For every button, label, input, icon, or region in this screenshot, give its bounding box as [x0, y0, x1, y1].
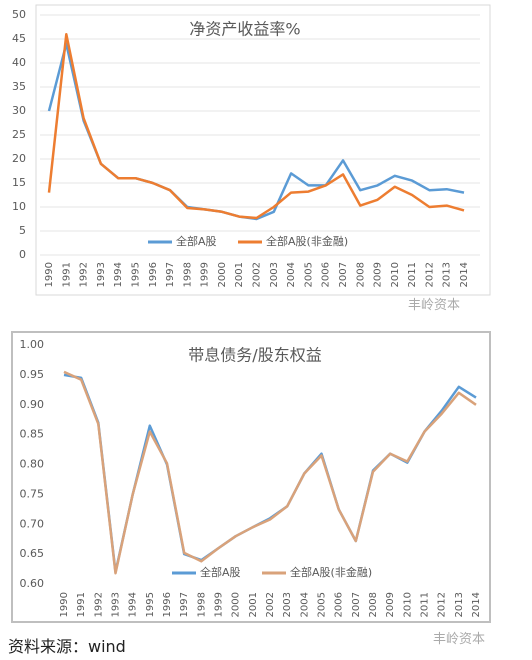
x-tick-label: 2012 — [424, 262, 435, 287]
y-tick-label: 0.60 — [20, 577, 45, 590]
x-tick-label: 1992 — [79, 262, 90, 287]
x-tick-label: 2010 — [390, 262, 401, 287]
chart-frame — [35, 4, 491, 296]
y-tick-label: 30 — [12, 104, 26, 117]
x-tick-label: 1996 — [148, 262, 159, 287]
watermark: 丰岭资本 — [408, 298, 461, 313]
y-tick-label: 0.85 — [20, 428, 45, 441]
series-line — [47, 42, 465, 221]
source-note: 资料来源：wind — [8, 637, 126, 656]
x-tick-label: 2006 — [321, 262, 332, 287]
x-tick-label: 2013 — [454, 592, 465, 617]
x-tick-label: 1996 — [162, 592, 173, 617]
x-tick-label: 1990 — [44, 262, 55, 287]
x-tick-label: 2010 — [402, 592, 413, 617]
x-tick-label: 1994 — [113, 262, 124, 287]
y-tick-label: 25 — [12, 128, 26, 141]
x-tick-label: 2009 — [385, 592, 396, 617]
x-tick-label: 2001 — [234, 262, 245, 287]
x-tick-label: 1993 — [96, 262, 107, 287]
chart-frame — [11, 331, 491, 623]
y-tick-label: 5 — [19, 224, 26, 237]
y-tick-label: 0 — [19, 248, 26, 261]
x-tick-label: 2009 — [373, 262, 384, 287]
x-tick-label: 2014 — [459, 262, 470, 287]
legend-label: 全部A股(非金融) — [266, 234, 348, 248]
x-tick-label: 2004 — [299, 592, 310, 617]
chart-title: 带息债务/股东权益 — [188, 346, 321, 365]
x-tick-label: 2008 — [355, 262, 366, 287]
x-tick-label: 2008 — [368, 592, 379, 617]
x-tick-label: 2001 — [248, 592, 259, 617]
x-tick-label: 1998 — [182, 262, 193, 287]
x-tick-label: 2012 — [437, 592, 448, 617]
x-tick-label: 1993 — [111, 592, 122, 617]
x-tick-label: 1994 — [128, 592, 139, 617]
x-tick-label: 2013 — [442, 262, 453, 287]
legend-label: 全部A股(非金融) — [290, 565, 372, 579]
x-tick-label: 2007 — [351, 592, 362, 617]
y-tick-label: 45 — [12, 32, 26, 45]
x-tick-label: 1999 — [214, 592, 225, 617]
x-tick-label: 2003 — [282, 592, 293, 617]
y-tick-label: 20 — [12, 152, 26, 165]
y-tick-label: 0.90 — [20, 398, 45, 411]
x-tick-label: 2011 — [420, 592, 431, 617]
y-tick-label: 10 — [12, 200, 26, 213]
x-tick-label: 2014 — [471, 592, 482, 617]
x-tick-label: 1997 — [165, 262, 176, 287]
y-tick-label: 15 — [12, 176, 26, 189]
x-tick-label: 1995 — [145, 592, 156, 617]
series-line — [47, 32, 465, 220]
x-tick-label: 1990 — [59, 592, 70, 617]
x-tick-label: 1999 — [200, 262, 211, 287]
y-tick-label: 40 — [12, 56, 26, 69]
chart-title: 净资产收益率% — [189, 20, 300, 39]
x-tick-label: 1998 — [196, 592, 207, 617]
x-tick-label: 1991 — [76, 592, 87, 617]
x-tick-label: 2002 — [252, 262, 263, 287]
y-tick-label: 0.80 — [20, 458, 45, 471]
x-tick-label: 2005 — [317, 592, 328, 617]
x-tick-label: 2003 — [269, 262, 280, 287]
y-tick-label: 35 — [12, 80, 26, 93]
x-tick-label: 2006 — [334, 592, 345, 617]
y-tick-label: 50 — [12, 8, 26, 21]
y-tick-label: 0.70 — [20, 517, 45, 530]
x-tick-label: 2000 — [231, 592, 242, 617]
x-tick-label: 2011 — [407, 262, 418, 287]
y-tick-label: 0.65 — [20, 547, 45, 560]
x-tick-label: 2002 — [265, 592, 276, 617]
y-tick-label: 1.00 — [20, 338, 45, 351]
y-tick-label: 0.95 — [20, 368, 45, 381]
x-tick-label: 2004 — [286, 262, 297, 287]
x-tick-label: 2005 — [303, 262, 314, 287]
legend-label: 全部A股 — [200, 565, 241, 579]
x-tick-label: 1992 — [93, 592, 104, 617]
x-tick-label: 1997 — [179, 592, 190, 617]
legend-label: 全部A股 — [176, 234, 217, 248]
y-tick-label: 0.75 — [20, 487, 45, 500]
x-tick-label: 2007 — [338, 262, 349, 287]
watermark: 丰岭资本 — [433, 632, 486, 647]
x-tick-label: 1995 — [130, 262, 141, 287]
x-tick-label: 2000 — [217, 262, 228, 287]
series-line — [63, 373, 477, 574]
series-line — [63, 370, 477, 575]
x-tick-label: 1991 — [61, 262, 72, 287]
